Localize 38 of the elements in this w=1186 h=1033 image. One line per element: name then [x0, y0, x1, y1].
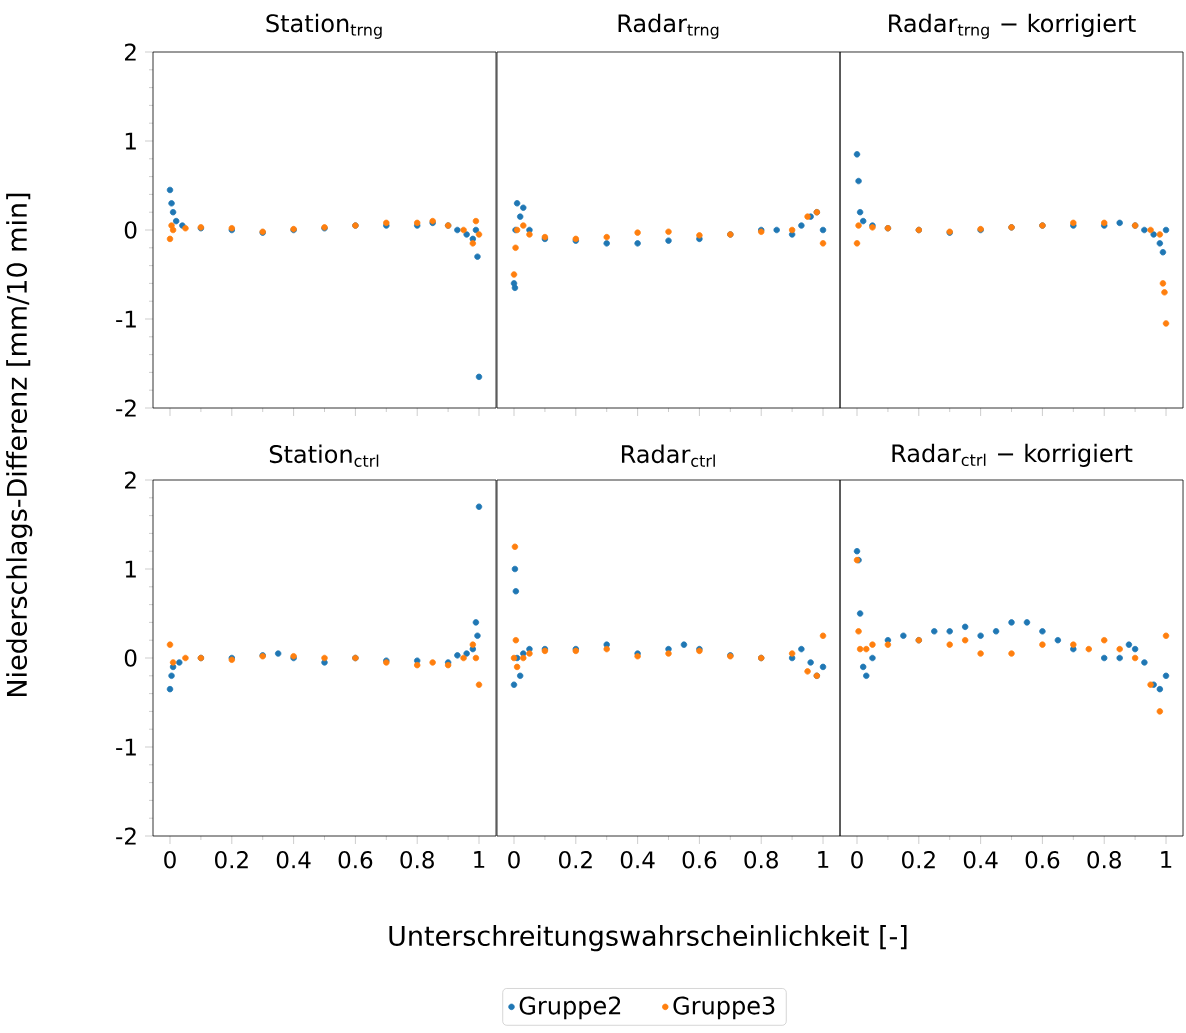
x-tick-label: 0.2: [902, 851, 935, 869]
x-tick-label: 0.8: [1087, 851, 1121, 869]
legend-label: Gruppe2: [519, 996, 621, 1020]
y-tick-label: 1: [125, 560, 136, 578]
chart-title: Radar$_{trng}$ − korrigiert: [889, 13, 1136, 39]
x-tick-label: 0.8: [744, 851, 778, 869]
chart-title: Station$_{ctrl}$: [269, 444, 379, 467]
y-tick-label: -1: [116, 310, 136, 328]
y-tick-label: 1: [125, 132, 136, 150]
legend-label: Gruppe3: [673, 996, 775, 1020]
x-tick-label: 0.4: [276, 851, 311, 869]
x-tick-label: 1: [474, 851, 485, 868]
y-tick-label: -2: [116, 827, 136, 845]
x-tick-label: 1: [818, 851, 829, 868]
y-tick-label: 2: [125, 471, 136, 489]
x-tick-label: 0: [851, 851, 863, 869]
x-tick-label: 0: [164, 851, 176, 869]
x-tick-label: 0.4: [963, 851, 998, 869]
chart-title: Station$_{trng}$: [266, 13, 382, 39]
y-tick-label: 0: [124, 649, 137, 667]
x-tick-label: 0: [508, 851, 520, 869]
x-tick-label: 0.4: [620, 851, 655, 869]
x-tick-label: 0.6: [1025, 851, 1060, 869]
y-tick-label: -1: [116, 738, 136, 756]
y-axis-title: Niederschlags-Differenz [mm/10 min]: [6, 193, 33, 697]
x-tick-label: 1: [1161, 851, 1172, 868]
chart-title: Radar$_{ctrl}$: [621, 444, 715, 467]
y-tick-label: 0: [124, 221, 137, 239]
y-tick-label: 2: [125, 43, 136, 61]
x-tick-label: 0.2: [559, 851, 592, 869]
chart-title: Radar$_{ctrl}$ − korrigiert: [892, 443, 1133, 467]
x-tick-label: 0.6: [682, 851, 717, 869]
x-tick-label: 0.2: [215, 851, 248, 869]
chart-title: Radar$_{trng}$: [618, 13, 719, 39]
x-tick-label: 0.6: [338, 851, 373, 869]
x-axis-title: Unterschreitungswahrscheinlichkeit [-]: [389, 925, 907, 952]
x-tick-label: 0.8: [400, 851, 434, 869]
y-tick-label: -2: [116, 399, 136, 417]
